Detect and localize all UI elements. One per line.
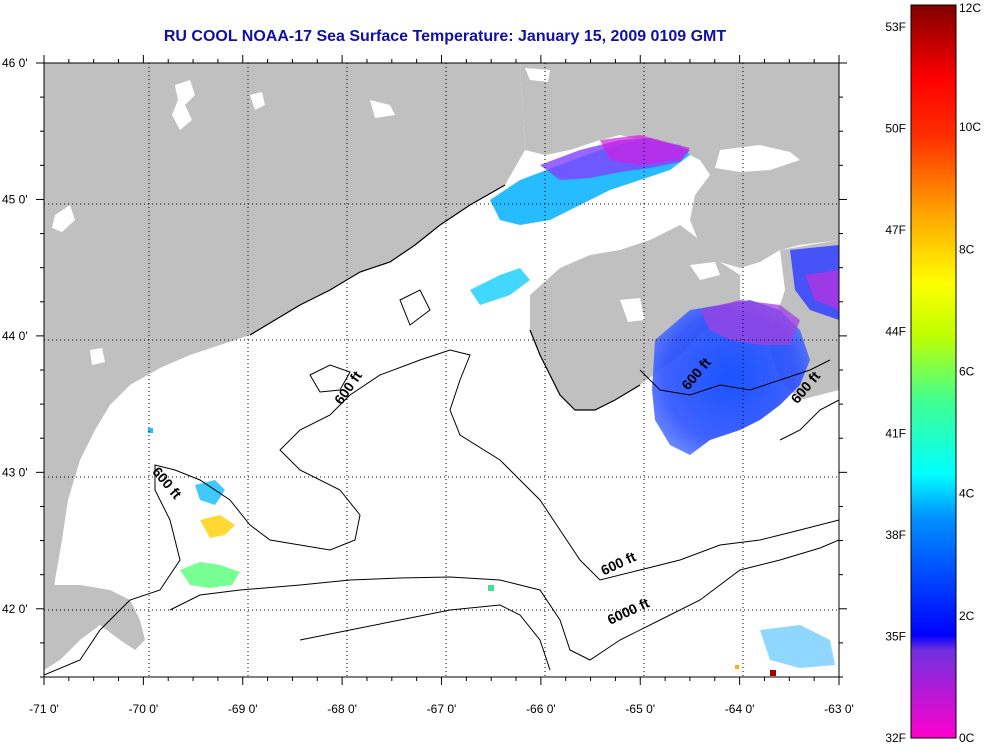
x-tick-label: -71 0' — [29, 702, 59, 716]
y-tick-label: 43 0' — [2, 465, 28, 479]
colorbar-fahrenheit-labels: 53F 50F 47F 44F 41F 38F 35F 32F — [885, 20, 906, 745]
colorbar-f-label: 44F — [885, 325, 906, 339]
lat-lon-grid — [44, 63, 839, 677]
colorbar-celsius-labels: 12C 10C 8C 6C 4C 2C 0C — [959, 1, 981, 745]
x-axis-labels: -71 0' -70 0' -69 0' -68 0' -67 0' -66 0' -65 … — [29, 702, 854, 716]
colorbar-c-label: 4C — [959, 487, 975, 501]
colorbar-f-label: 32F — [885, 731, 906, 745]
x-tick-label: -64 0' — [725, 702, 755, 716]
x-tick-label: -68 0' — [327, 702, 357, 716]
map-title: RU COOL NOAA-17 Sea Surface Temperature:… — [163, 28, 727, 45]
y-tick-label: 46 0' — [2, 56, 28, 70]
colorbar-f-label: 47F — [885, 223, 906, 237]
map-area — [44, 63, 839, 677]
colorbar-f-label: 53F — [885, 20, 906, 34]
coastline — [249, 184, 641, 411]
colorbar-gradient — [910, 4, 957, 739]
colorbar-f-label: 50F — [885, 122, 906, 136]
x-tick-label: -67 0' — [427, 702, 457, 716]
x-tick-label: -69 0' — [228, 702, 258, 716]
colorbar-c-label: 8C — [959, 242, 975, 256]
y-tick-label: 42 0' — [2, 602, 28, 616]
colorbar: 53F 50F 47F 44F 41F 38F 35F 32F 12C 10C 8C 6C 4C 2C 0… — [885, 1, 981, 745]
x-tick-label: -63 0' — [824, 702, 854, 716]
y-axis-labels: 46 0' 45 0' 44 0' 43 0' 42 0' — [2, 56, 28, 616]
x-tick-label: -66 0' — [526, 702, 556, 716]
colorbar-f-label: 41F — [885, 426, 906, 440]
colorbar-c-label: 0C — [959, 731, 975, 745]
colorbar-c-label: 12C — [959, 1, 981, 15]
axis-ticks — [36, 55, 847, 685]
colorbar-f-label: 35F — [885, 629, 906, 643]
y-tick-label: 44 0' — [2, 329, 28, 343]
colorbar-f-label: 38F — [885, 528, 906, 542]
colorbar-c-label: 2C — [959, 609, 975, 623]
land-lakes — [52, 68, 800, 365]
sst-data — [148, 135, 839, 676]
colorbar-c-label: 6C — [959, 365, 975, 379]
bathymetry-contours — [44, 289, 839, 676]
colorbar-c-label: 10C — [959, 120, 981, 134]
x-tick-label: -65 0' — [625, 702, 655, 716]
x-tick-label: -70 0' — [129, 702, 159, 716]
y-tick-label: 45 0' — [2, 192, 28, 206]
